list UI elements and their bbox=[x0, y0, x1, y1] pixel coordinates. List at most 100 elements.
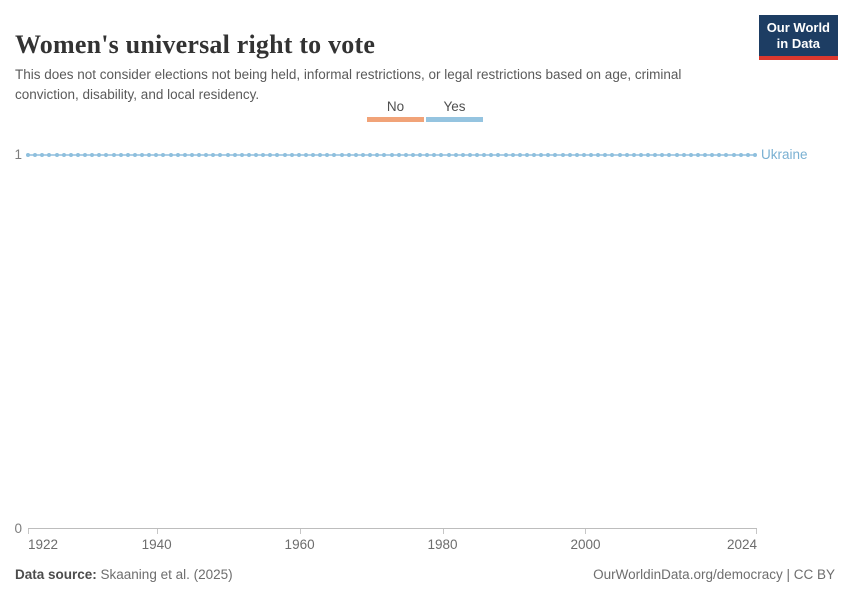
data-point bbox=[617, 153, 622, 157]
data-point bbox=[204, 153, 209, 157]
data-point bbox=[97, 153, 102, 157]
data-point bbox=[539, 153, 544, 157]
data-point bbox=[446, 153, 451, 157]
data-point bbox=[83, 153, 88, 157]
data-point bbox=[738, 153, 743, 157]
chart-subtitle: This does not consider elections not bei… bbox=[15, 66, 682, 103]
data-point bbox=[268, 153, 273, 157]
data-point bbox=[717, 153, 722, 157]
legend-swatch-no bbox=[367, 117, 424, 122]
data-point bbox=[132, 153, 137, 157]
data-point bbox=[33, 153, 38, 157]
data-point bbox=[325, 153, 330, 157]
data-point bbox=[303, 153, 308, 157]
data-point bbox=[26, 153, 30, 157]
data-point bbox=[375, 153, 380, 157]
data-point bbox=[254, 153, 259, 157]
owid-logo-line2: in Data bbox=[776, 36, 821, 52]
data-source-prefix: Data source: bbox=[15, 567, 97, 582]
data-point bbox=[61, 153, 66, 157]
data-point bbox=[225, 153, 230, 157]
data-point bbox=[339, 153, 344, 157]
data-point bbox=[368, 153, 373, 157]
data-point bbox=[261, 153, 266, 157]
data-point bbox=[47, 153, 52, 157]
y-axis-label-1: 1 bbox=[14, 147, 22, 162]
data-point bbox=[346, 153, 351, 157]
credit-link[interactable]: OurWorldinData.org/democracy | CC BY bbox=[593, 567, 835, 582]
data-point bbox=[695, 153, 700, 157]
data-point bbox=[703, 153, 708, 157]
data-point bbox=[631, 153, 636, 157]
y-axis-label-0: 0 bbox=[14, 521, 22, 536]
data-point bbox=[332, 153, 337, 157]
data-point bbox=[175, 153, 180, 157]
data-point bbox=[574, 153, 579, 157]
data-point bbox=[182, 153, 187, 157]
data-point bbox=[218, 153, 223, 157]
x-axis-tick bbox=[28, 529, 29, 534]
data-point bbox=[54, 153, 59, 157]
data-point bbox=[311, 153, 316, 157]
data-point bbox=[418, 153, 422, 157]
data-point bbox=[467, 153, 472, 157]
data-point bbox=[425, 153, 430, 157]
data-point bbox=[296, 153, 301, 157]
data-source-value: Skaaning et al. (2025) bbox=[96, 567, 233, 582]
data-point bbox=[667, 153, 672, 157]
data-point bbox=[197, 153, 202, 157]
data-point bbox=[546, 153, 551, 157]
data-point bbox=[154, 153, 159, 157]
data-point bbox=[246, 153, 251, 157]
data-point bbox=[439, 153, 444, 157]
x-axis-tick-label: 1960 bbox=[284, 537, 315, 552]
data-point bbox=[610, 153, 615, 157]
x-axis-tick-label: 2024 bbox=[726, 537, 757, 552]
data-point bbox=[581, 153, 586, 157]
owid-logo[interactable]: Our World in Data bbox=[758, 15, 838, 60]
page-title: Women's universal right to vote bbox=[15, 30, 376, 60]
data-point bbox=[396, 153, 401, 157]
x-axis-tick-label: 1940 bbox=[141, 537, 172, 552]
data-point bbox=[168, 153, 173, 157]
data-point bbox=[460, 153, 465, 157]
data-point bbox=[603, 153, 608, 157]
series-label-ukraine[interactable]: Ukraine bbox=[761, 147, 808, 162]
x-axis-tick bbox=[756, 529, 757, 534]
x-axis-line bbox=[28, 528, 757, 529]
data-point bbox=[453, 153, 458, 157]
data-point bbox=[90, 153, 95, 157]
data-point bbox=[389, 153, 394, 157]
data-point bbox=[111, 153, 116, 157]
data-point bbox=[282, 153, 287, 157]
legend: No Yes bbox=[0, 99, 850, 122]
data-point bbox=[161, 153, 166, 157]
data-point bbox=[596, 153, 601, 157]
legend-item-no[interactable]: No bbox=[367, 99, 424, 122]
data-point bbox=[275, 153, 280, 157]
data-point bbox=[646, 153, 651, 157]
data-point bbox=[360, 153, 365, 157]
data-point bbox=[660, 153, 665, 157]
data-point bbox=[40, 153, 45, 157]
legend-item-yes[interactable]: Yes bbox=[426, 99, 483, 122]
x-axis-tick-label: 1980 bbox=[427, 537, 458, 552]
data-point bbox=[724, 153, 729, 157]
x-axis-tick-label: 2000 bbox=[570, 537, 601, 552]
data-point bbox=[710, 153, 715, 157]
data-point bbox=[503, 153, 508, 157]
data-point bbox=[68, 153, 73, 157]
data-point bbox=[382, 153, 387, 157]
data-point bbox=[681, 153, 686, 157]
data-point bbox=[567, 153, 572, 157]
data-point bbox=[289, 153, 294, 157]
data-point bbox=[638, 153, 643, 157]
data-point bbox=[589, 153, 594, 157]
data-point bbox=[410, 153, 415, 157]
data-point bbox=[353, 153, 358, 157]
data-point bbox=[674, 153, 679, 157]
legend-label-no: No bbox=[386, 99, 405, 114]
data-point bbox=[104, 153, 109, 157]
data-source-text: Data source: Skaaning et al. (2025) bbox=[15, 567, 233, 582]
data-point bbox=[553, 153, 558, 157]
